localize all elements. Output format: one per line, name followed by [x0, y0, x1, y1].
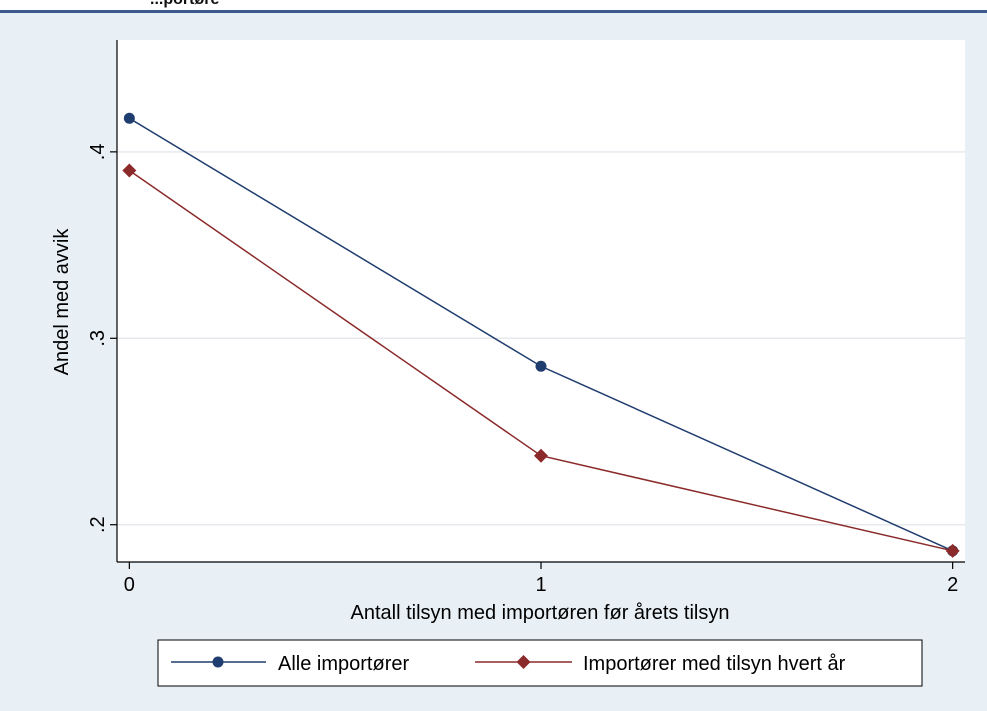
data-point-series-2 [945, 543, 960, 558]
legend-marker-tilsyn [516, 655, 531, 669]
legend-marker-alle [212, 656, 224, 668]
data-point-series-2 [534, 448, 548, 463]
y-axis-title: Andel med avvik [51, 228, 73, 376]
axes: .2 .3 .4 0 1 2 [87, 40, 965, 596]
cut-off-title: ...portøre [150, 0, 219, 9]
series-lines [122, 112, 960, 558]
legend-label-tilsyn: Importører med tilsyn hvert år [583, 653, 846, 675]
x-axis-title: Antall tilsyn med importøren før årets t… [351, 602, 730, 624]
top-rule [0, 10, 987, 13]
legend-label-alle: Alle importører [278, 653, 409, 675]
legend: Alle importører Importører med tilsyn hv… [157, 639, 923, 687]
data-point-series-1 [535, 360, 547, 372]
y-tick-label: .2 [87, 516, 109, 533]
data-point-series-1 [123, 112, 135, 124]
plot-area [117, 40, 965, 562]
x-tick-label: 2 [947, 574, 958, 596]
data-point-series-2 [122, 163, 137, 178]
gridlines [117, 151, 965, 526]
legend-box [157, 639, 923, 687]
y-tick-label: .4 [87, 144, 109, 161]
x-tick-label: 0 [124, 574, 135, 596]
y-tick-label: .3 [87, 330, 109, 347]
x-tick-label: 1 [535, 574, 546, 596]
